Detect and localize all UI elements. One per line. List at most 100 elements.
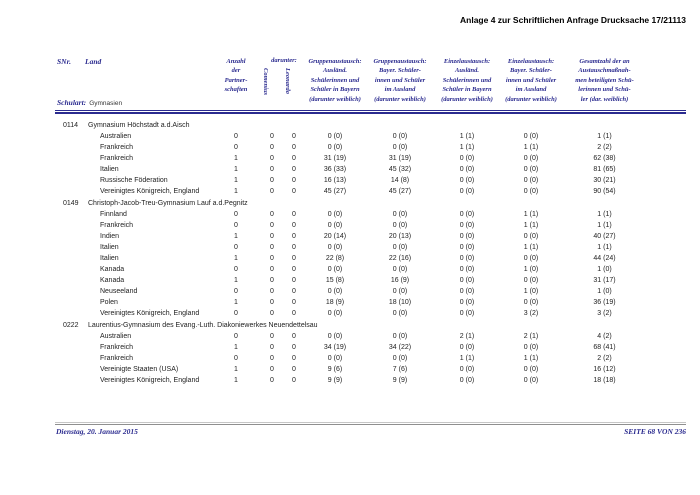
table-row: Italien 1 0 0 22 (8) 22 (16) 0 (0) 0 (0) 44 (24) xyxy=(55,253,686,264)
country-cell: Italien xyxy=(100,244,119,251)
leonardo-cell: 0 xyxy=(292,266,296,273)
anzahl-cell: 1 xyxy=(234,277,238,284)
table-row: Kanada 0 0 0 0 (0) 0 (0) 0 (0) 1 (0) 1 (0) xyxy=(55,264,686,275)
comenius-cell: 0 xyxy=(270,266,274,273)
leonardo-cell: 0 xyxy=(292,277,296,284)
table-row: Finnland 0 0 0 0 (0) 0 (0) 0 (0) 1 (1) 1 (1) xyxy=(55,209,686,220)
header-rule xyxy=(55,110,686,114)
gesamt-cell: 3 (2) xyxy=(597,310,612,317)
comenius-cell: 0 xyxy=(270,299,274,306)
comenius-cell: 0 xyxy=(270,166,274,173)
gruppe-ausland-cell: 45 (27) xyxy=(388,188,412,195)
school-name: Laurentius-Gymnasium des Evang.-Luth. Di… xyxy=(88,322,318,329)
comenius-cell: 0 xyxy=(270,144,274,151)
table-header: SNr. Land Anzahl der Partner- schaften G… xyxy=(55,57,686,114)
gruppe-bayern-cell: 16 (13) xyxy=(323,177,347,184)
table-row: Frankreich 0 0 0 0 (0) 0 (0) 1 (1) 1 (1) 2 (2) xyxy=(55,353,686,364)
einzel-bayern-cell: 0 (0) xyxy=(459,233,475,240)
leonardo-cell: 0 xyxy=(292,233,296,240)
gruppe-ausland-cell: 0 (0) xyxy=(392,333,408,340)
einzel-bayern-cell: 0 (0) xyxy=(459,377,475,384)
einzel-ausland-cell: 1 (1) xyxy=(523,222,539,229)
einzel-ausland-cell: 0 (0) xyxy=(523,344,539,351)
comenius-cell: 0 xyxy=(270,133,274,140)
einzel-bayern-cell: 0 (0) xyxy=(459,299,475,306)
table-row: Vereinigtes Königreich, England 1 0 0 45 (27… xyxy=(55,186,686,197)
schulart-row: Schulart: Gymnasien xyxy=(57,98,122,107)
country-cell: Polen xyxy=(100,299,118,306)
anzahl-cell: 1 xyxy=(234,177,238,184)
anzahl-cell: 0 xyxy=(234,355,238,362)
country-cell: Kanada xyxy=(100,266,125,273)
einzel-ausland-cell: 0 (0) xyxy=(523,166,539,173)
country-cell: Frankreich xyxy=(100,155,134,162)
schulart-value: Gymnasien xyxy=(89,100,123,107)
country-cell: Vereinigtes Königreich, England xyxy=(100,310,200,317)
table-row: Italien 0 0 0 0 (0) 0 (0) 0 (0) 1 (1) 1 (1) xyxy=(55,242,686,253)
gruppe-ausland-cell: 16 (9) xyxy=(390,277,410,284)
einzel-bayern-cell: 0 (0) xyxy=(459,366,475,373)
gruppe-bayern-cell: 31 (19) xyxy=(323,155,347,162)
leonardo-cell: 0 xyxy=(292,299,296,306)
einzel-bayern-cell: 0 (0) xyxy=(459,177,475,184)
anzahl-cell: 1 xyxy=(234,377,238,384)
gesamt-cell: 16 (12) xyxy=(593,366,616,373)
einzel-ausland-cell: 3 (2) xyxy=(523,310,539,317)
column-header-anzahl: Anzahl der Partner- schaften xyxy=(224,58,248,94)
gesamt-cell: 1 (0) xyxy=(597,266,612,273)
country-cell: Frankreich xyxy=(100,222,134,229)
gruppe-ausland-cell: 0 (0) xyxy=(392,222,408,229)
comenius-cell: 0 xyxy=(270,177,274,184)
einzel-ausland-cell: 1 (0) xyxy=(523,288,539,295)
comenius-cell: 0 xyxy=(270,310,274,317)
gruppe-bayern-cell: 34 (19) xyxy=(323,344,347,351)
leonardo-cell: 0 xyxy=(292,344,296,351)
leonardo-cell: 0 xyxy=(292,244,296,251)
gruppe-ausland-cell: 7 (6) xyxy=(392,366,408,373)
gruppe-bayern-cell: 0 (0) xyxy=(327,133,343,140)
gesamt-cell: 1 (1) xyxy=(597,211,612,218)
leonardo-cell: 0 xyxy=(292,166,296,173)
anzahl-cell: 0 xyxy=(234,310,238,317)
table-row: Australien 0 0 0 0 (0) 0 (0) 2 (1) 2 (1) 4 (2) xyxy=(55,331,686,342)
table-row: Vereinigtes Königreich, England 0 0 0 0 (0) 0… xyxy=(55,308,686,319)
anzahl-cell: 1 xyxy=(234,166,238,173)
column-header-snr: SNr. xyxy=(57,57,71,66)
einzel-ausland-cell: 1 (1) xyxy=(523,211,539,218)
table-row: Italien 1 0 0 36 (33) 45 (32) 0 (0) 0 (0) 81 (65… xyxy=(55,164,686,175)
leonardo-cell: 0 xyxy=(292,133,296,140)
country-cell: Frankreich xyxy=(100,144,134,151)
gruppe-ausland-cell: 34 (22) xyxy=(388,344,412,351)
einzel-bayern-cell: 0 (0) xyxy=(459,288,475,295)
einzel-ausland-cell: 0 (0) xyxy=(523,366,539,373)
anzahl-cell: 0 xyxy=(234,333,238,340)
einzel-bayern-cell: 0 (0) xyxy=(459,255,475,262)
anzahl-cell: 1 xyxy=(234,233,238,240)
column-header-darunter: darunter: xyxy=(271,57,297,64)
comenius-cell: 0 xyxy=(270,333,274,340)
gruppe-bayern-cell: 0 (0) xyxy=(327,211,343,218)
einzel-ausland-cell: 1 (1) xyxy=(523,144,539,151)
gesamt-cell: 4 (2) xyxy=(597,333,612,340)
gruppe-bayern-cell: 15 (8) xyxy=(325,277,345,284)
gruppe-bayern-cell: 45 (27) xyxy=(323,188,347,195)
leonardo-cell: 0 xyxy=(292,255,296,262)
gruppe-bayern-cell: 0 (0) xyxy=(327,244,343,251)
gesamt-cell: 62 (38) xyxy=(593,155,616,162)
gruppe-bayern-cell: 0 (0) xyxy=(327,333,343,340)
table-row: Indien 1 0 0 20 (14) 20 (13) 0 (0) 0 (0) 40 (27) xyxy=(55,231,686,242)
column-headers: Anzahl der Partner- schaften Gruppenaust… xyxy=(55,57,686,104)
einzel-ausland-cell: 0 (0) xyxy=(523,299,539,306)
gruppe-ausland-cell: 0 (0) xyxy=(392,133,408,140)
anzahl-cell: 1 xyxy=(234,255,238,262)
anzahl-cell: 0 xyxy=(234,144,238,151)
gesamt-cell: 1 (1) xyxy=(597,133,612,140)
gesamt-cell: 81 (65) xyxy=(593,166,616,173)
gruppe-ausland-cell: 0 (0) xyxy=(392,266,408,273)
einzel-bayern-cell: 0 (0) xyxy=(459,310,475,317)
footer-rule xyxy=(55,422,686,425)
anzahl-cell: 1 xyxy=(234,155,238,162)
comenius-cell: 0 xyxy=(270,288,274,295)
gruppe-ausland-cell: 0 (0) xyxy=(392,310,408,317)
